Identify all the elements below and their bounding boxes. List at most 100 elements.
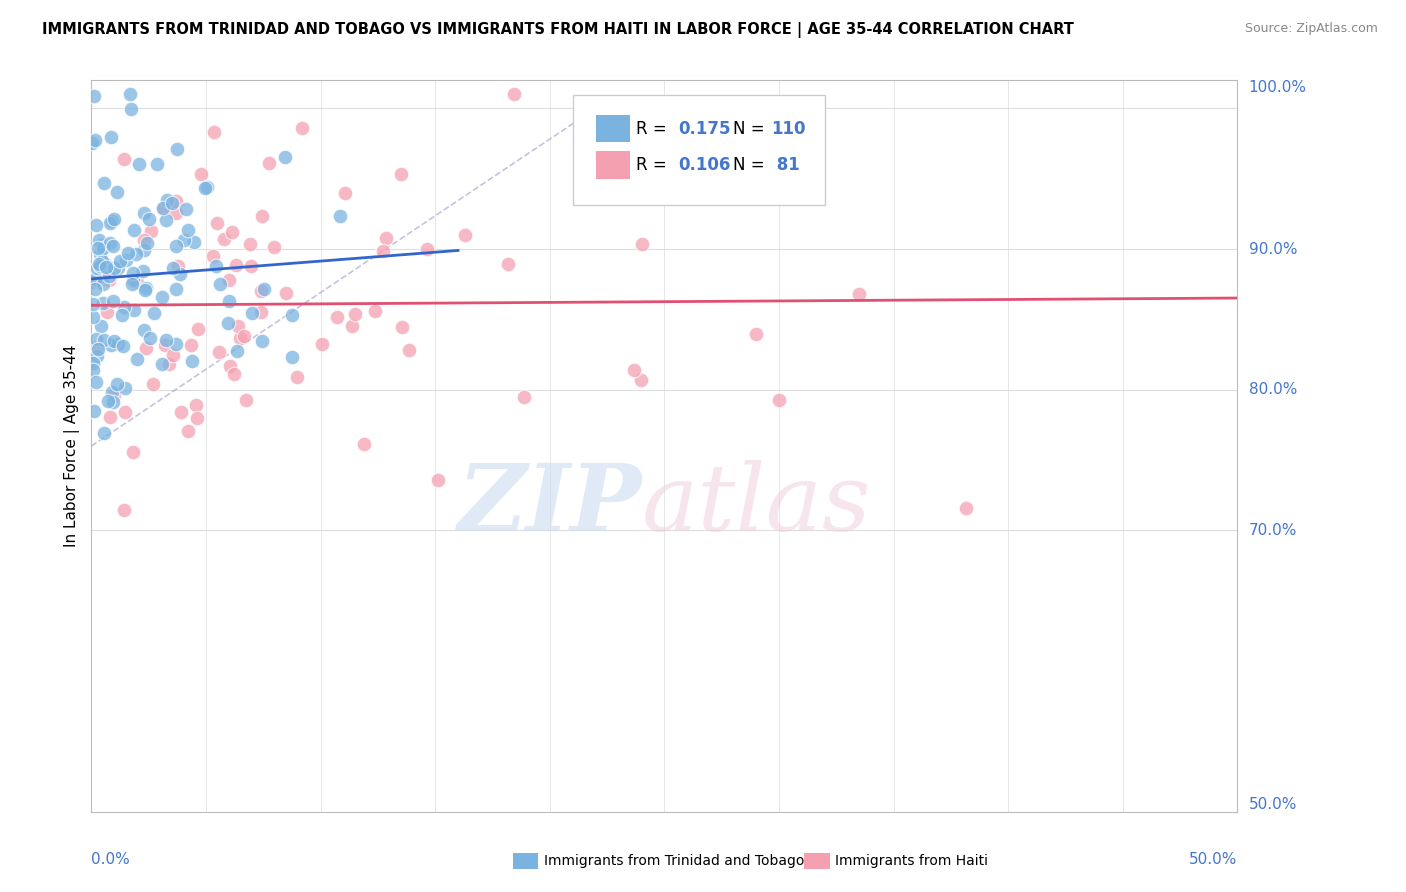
Text: 110: 110 bbox=[770, 120, 806, 137]
Point bbox=[150, 290, 173, 304]
Point bbox=[142, 377, 165, 392]
Point bbox=[155, 213, 177, 227]
Point bbox=[134, 284, 156, 298]
Point bbox=[693, 178, 716, 192]
Point bbox=[631, 237, 654, 252]
Point bbox=[125, 352, 148, 367]
Point bbox=[222, 367, 245, 381]
Point bbox=[117, 245, 139, 260]
Point bbox=[181, 354, 204, 368]
Point bbox=[745, 326, 768, 341]
Point bbox=[89, 247, 111, 261]
Point bbox=[453, 227, 475, 242]
Text: 100.0%: 100.0% bbox=[1249, 80, 1306, 95]
Point bbox=[107, 260, 129, 275]
Point bbox=[91, 254, 114, 268]
Point bbox=[132, 244, 155, 258]
Point bbox=[87, 342, 110, 356]
Point bbox=[93, 176, 115, 190]
Point bbox=[170, 405, 193, 419]
Point bbox=[82, 297, 104, 311]
Point bbox=[122, 266, 145, 280]
Point bbox=[105, 376, 128, 391]
Point bbox=[150, 357, 173, 371]
Point bbox=[630, 374, 652, 388]
Point bbox=[141, 224, 163, 238]
Point bbox=[353, 437, 375, 451]
Point bbox=[82, 310, 104, 325]
Point bbox=[122, 303, 145, 318]
Point bbox=[86, 261, 108, 276]
Point bbox=[80, 275, 103, 289]
Point bbox=[157, 357, 180, 371]
Point bbox=[177, 424, 200, 438]
Point bbox=[281, 350, 304, 364]
Point bbox=[250, 209, 273, 223]
Point bbox=[276, 285, 298, 300]
Point bbox=[848, 287, 870, 301]
Point bbox=[86, 349, 108, 363]
Point bbox=[97, 393, 120, 408]
Point bbox=[112, 300, 135, 314]
Point bbox=[84, 332, 107, 346]
Bar bbox=[596, 115, 630, 143]
Point bbox=[250, 305, 273, 319]
Point bbox=[155, 333, 177, 347]
Point bbox=[87, 257, 110, 271]
Text: 50.0%: 50.0% bbox=[1189, 852, 1237, 867]
Point bbox=[263, 240, 285, 254]
Text: 81: 81 bbox=[770, 156, 800, 174]
Point bbox=[120, 102, 142, 116]
Text: 80.0%: 80.0% bbox=[1249, 383, 1298, 397]
Point bbox=[205, 259, 228, 273]
Point bbox=[160, 196, 183, 211]
Point bbox=[114, 381, 136, 395]
Point bbox=[107, 336, 129, 351]
Point bbox=[125, 247, 148, 261]
Point bbox=[184, 398, 207, 412]
Point bbox=[195, 180, 218, 194]
Point bbox=[229, 331, 252, 345]
Text: 0.106: 0.106 bbox=[678, 156, 731, 174]
Point bbox=[93, 269, 115, 284]
Text: N =: N = bbox=[733, 120, 770, 137]
Point bbox=[136, 236, 159, 251]
Point bbox=[152, 202, 174, 217]
Point bbox=[94, 257, 117, 271]
Point bbox=[112, 503, 135, 517]
Point bbox=[240, 306, 263, 320]
Point bbox=[89, 259, 111, 273]
Point bbox=[93, 425, 115, 440]
Point bbox=[253, 282, 276, 296]
Point bbox=[90, 238, 112, 252]
Point bbox=[218, 273, 240, 287]
Point bbox=[132, 264, 155, 278]
Point bbox=[101, 395, 124, 409]
Point bbox=[257, 156, 280, 170]
Text: 50.0%: 50.0% bbox=[1249, 797, 1298, 812]
Text: 70.0%: 70.0% bbox=[1249, 523, 1298, 538]
Text: R =: R = bbox=[636, 156, 672, 174]
Point bbox=[121, 444, 143, 458]
Point bbox=[166, 260, 188, 274]
Point bbox=[152, 201, 174, 215]
Point bbox=[202, 249, 225, 263]
Point bbox=[225, 258, 247, 272]
Point bbox=[165, 206, 187, 220]
Point bbox=[135, 281, 157, 295]
Point bbox=[105, 185, 128, 199]
Text: IMMIGRANTS FROM TRINIDAD AND TOBAGO VS IMMIGRANTS FROM HAITI IN LABOR FORCE | AG: IMMIGRANTS FROM TRINIDAD AND TOBAGO VS I… bbox=[42, 22, 1074, 38]
Text: Source: ZipAtlas.com: Source: ZipAtlas.com bbox=[1244, 22, 1378, 36]
Text: 0.0%: 0.0% bbox=[91, 852, 131, 867]
Point bbox=[221, 225, 243, 239]
Point bbox=[165, 337, 187, 351]
Point bbox=[768, 393, 790, 408]
Point bbox=[132, 323, 155, 337]
Point bbox=[103, 260, 125, 275]
Point bbox=[101, 294, 124, 309]
Point bbox=[202, 125, 225, 139]
Text: R =: R = bbox=[636, 120, 672, 137]
Point bbox=[101, 214, 124, 228]
Point bbox=[93, 333, 115, 347]
Point bbox=[375, 231, 398, 245]
